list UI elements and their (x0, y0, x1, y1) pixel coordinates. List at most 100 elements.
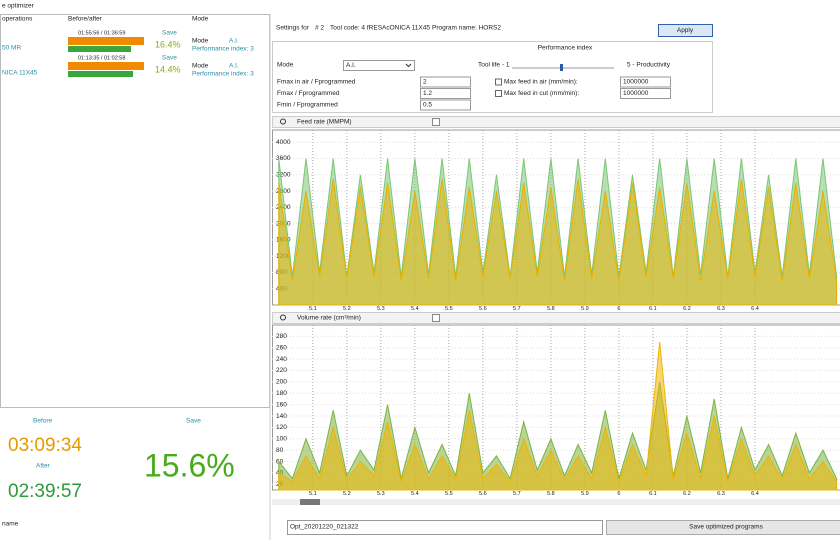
window-title: e optimizer (2, 3, 35, 10)
series-area (278, 178, 838, 306)
x-tick-label: 5.3 (377, 491, 385, 497)
y-tick-label: 3600 (276, 155, 291, 162)
x-tick-label: 5.4 (411, 306, 419, 312)
apply-button[interactable] (658, 24, 713, 37)
field-value: 0.5 (423, 102, 432, 109)
operation-name: NICA 11X45 (2, 70, 38, 77)
max-field-label: Max feed in air (mm/min): (504, 79, 578, 86)
name-value: Opt_20201220_021322 (290, 524, 359, 531)
y-tick-label: 240 (276, 356, 287, 363)
x-tick-label: 5.4 (411, 491, 419, 497)
x-tick-label: 5.2 (343, 306, 351, 312)
chart-header (272, 312, 840, 324)
chart-dropdown[interactable] (432, 118, 440, 126)
settings-label: Settings for (276, 25, 310, 32)
slider-thumb[interactable] (560, 64, 563, 71)
save-button-label: Save optimized programs (689, 524, 763, 531)
x-tick-label: 6.1 (649, 491, 657, 497)
search-icon (280, 118, 286, 125)
chart-header (272, 116, 840, 128)
mode-label: Mode (192, 63, 209, 70)
scroll-thumb[interactable] (300, 499, 320, 505)
checkbox[interactable] (495, 78, 502, 86)
max-field-value: 1000000 (623, 90, 649, 97)
column-header: Mode (192, 16, 209, 23)
x-tick-label: 5.8 (547, 306, 555, 312)
mode-label: Mode (192, 38, 209, 45)
field-input[interactable] (420, 76, 471, 88)
max-field-input[interactable] (620, 76, 671, 88)
x-tick-label: 5.1 (309, 491, 317, 497)
y-tick-label: 2800 (276, 188, 291, 195)
apply-label: Apply (677, 27, 694, 34)
chart-dropdown[interactable] (432, 314, 440, 322)
field-label: Fmax / Fprogrammed (277, 90, 340, 97)
save-label: Save (186, 418, 201, 425)
x-tick-label: 5.9 (581, 491, 589, 497)
max-field-value: 1000000 (623, 79, 649, 86)
x-tick-label: 6.2 (683, 491, 691, 497)
program-name: Program name: HORS2 (432, 25, 501, 32)
scrollbar (272, 499, 840, 505)
field-input[interactable] (420, 99, 471, 111)
save-label: Save (162, 55, 177, 62)
before-time: 03:09:34 (8, 435, 82, 456)
operation-name: 50 MR (2, 45, 21, 52)
x-tick-label: 5.9 (581, 306, 589, 312)
x-tick-label: 6.1 (649, 306, 657, 312)
x-tick-label: 5.5 (445, 491, 453, 497)
field-value: 1.2 (423, 90, 432, 97)
tool-code: Tool code: 4 fRESAcONICA 11X45 (330, 25, 430, 32)
before-bar (68, 62, 144, 70)
mode-value: A.I. (229, 38, 239, 45)
after-time: 02:39:57 (8, 481, 82, 502)
performance-box (272, 41, 713, 113)
x-tick-label: 5.2 (343, 491, 351, 497)
series-area (278, 342, 838, 491)
tool-life-label: Tool life - 1 (478, 62, 510, 69)
checkbox[interactable] (495, 90, 502, 97)
operation-times: 01:13:35 / 01:02:58 (78, 55, 125, 61)
y-tick-label: 200 (276, 379, 287, 386)
mode-select[interactable] (343, 60, 415, 71)
mode-value: A.I. (346, 62, 356, 69)
x-tick-label: 6 (617, 491, 620, 497)
y-tick-label: 160 (276, 401, 287, 408)
y-tick-label: 80 (276, 447, 284, 454)
x-tick-label: 5.7 (513, 491, 521, 497)
chart-title: Feed rate (MMPM) (297, 119, 352, 126)
y-tick-label: 4000 (276, 139, 291, 146)
x-tick-label: 5.7 (513, 306, 521, 312)
after-label: After (36, 463, 51, 470)
x-tick-label: 5.8 (547, 491, 555, 497)
name-label: name (2, 521, 19, 528)
x-tick-label: 6.3 (717, 306, 725, 312)
y-tick-label: 3200 (276, 171, 291, 178)
field-label: Fmax in air / Fprogrammed (277, 79, 356, 86)
operation-times: 01:55:56 / 01:36:59 (78, 30, 125, 36)
y-tick-label: 120 (276, 424, 287, 431)
before-bar (68, 37, 144, 45)
name-input[interactable] (287, 520, 603, 535)
y-tick-label: 180 (276, 390, 287, 397)
performance-title: Performance index (538, 45, 593, 52)
save-percent: 15.6% (144, 447, 235, 483)
mode-value: A.I. (229, 63, 239, 70)
x-tick-label: 6.3 (717, 491, 725, 497)
y-tick-label: 280 (276, 333, 287, 340)
max-field-input[interactable] (620, 88, 671, 99)
performance-index: Performance index: 3 (192, 71, 254, 78)
field-input[interactable] (420, 88, 471, 99)
y-tick-label: 60 (276, 458, 284, 465)
search-icon (280, 314, 286, 321)
chart-title: Volume rate (cm³/min) (297, 315, 361, 322)
y-tick-label: 220 (276, 367, 287, 374)
save-button[interactable] (606, 520, 840, 535)
x-tick-label: 6 (617, 306, 620, 312)
productivity-label: 5 - Productivity (627, 62, 671, 69)
column-header: Before/after (68, 16, 103, 23)
x-tick-label: 5.5 (445, 306, 453, 312)
settings-number: # 2 (315, 25, 324, 32)
x-tick-label: 6.4 (751, 306, 759, 312)
